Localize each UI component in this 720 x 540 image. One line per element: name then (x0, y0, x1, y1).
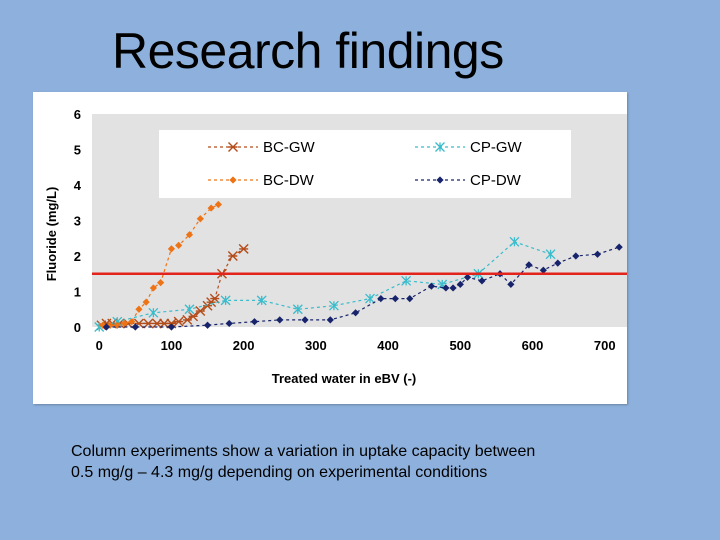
data-point-bc-gw (227, 251, 238, 261)
y-tick-label: 4 (74, 178, 82, 193)
data-point-cp-dw (351, 309, 360, 317)
y-tick-label: 0 (74, 320, 81, 335)
y-axis-label: Fluoride (mg/L) (44, 187, 59, 282)
data-point-cp-dw (593, 250, 602, 258)
slide-title: Research findings (112, 23, 504, 79)
data-point-bc-dw (128, 318, 136, 326)
x-axis-label: Treated water in eBV (-) (272, 371, 416, 386)
data-point-cp-dw (102, 323, 111, 331)
x-tick-label: 500 (449, 338, 471, 353)
axes: 0 1 2 3 4 5 6 0 100 200 300 400 500 600 700 (74, 107, 616, 353)
legend-item-bc-dw: BC-DW (208, 172, 315, 189)
data-point-cp-gw (148, 307, 159, 318)
data-point-cp-gw (220, 295, 231, 306)
data-point-bc-dw (99, 321, 107, 329)
data-point-bc-gw (173, 316, 184, 327)
legend-item-bc-gw: BC-GW (208, 139, 316, 156)
data-point-cp-gw (184, 304, 195, 315)
legend-box (159, 130, 571, 198)
x-tick-label: 200 (233, 338, 255, 353)
x-tick-label: 100 (161, 338, 183, 353)
legend-marker-bc-gw (228, 142, 238, 152)
data-point-cp-gw (292, 304, 303, 315)
legend-item-cp-gw: CP-GW (415, 139, 523, 156)
data-point-bc-dw (196, 215, 204, 223)
data-point-bc-dw (157, 279, 165, 287)
data-point-cp-gw (401, 275, 412, 286)
caption-line-2: 0.5 mg/g – 4.3 mg/g depending on experim… (71, 464, 488, 481)
legend-label-cp-dw: CP-DW (470, 172, 522, 189)
x-tick-label: 300 (305, 338, 327, 353)
y-tick-label: 5 (74, 143, 81, 158)
data-point-cp-dw (463, 273, 472, 281)
legend-marker-shape (229, 176, 237, 184)
data-point-cp-dw (442, 284, 450, 292)
data-point-cp-dw (539, 266, 547, 274)
series-line-cp-gw (99, 241, 551, 328)
x-tick-label: 600 (522, 338, 544, 353)
legend-marker-shape (435, 142, 445, 152)
caption: Column experiments show a variation in u… (71, 441, 671, 483)
y-tick-label: 1 (74, 285, 81, 300)
data-point-cp-gw (545, 249, 556, 260)
data-point-bc-dw (142, 298, 150, 306)
legend-item-cp-dw: CP-DW (415, 172, 522, 189)
legend-label-bc-gw: BC-GW (263, 139, 316, 156)
data-point-bc-dw (207, 204, 215, 212)
data-point-cp-dw (615, 243, 623, 251)
data-point-bc-dw (135, 305, 143, 313)
legend-marker-bc-dw (229, 176, 237, 184)
series-line-bc-dw (102, 203, 219, 326)
data-point-cp-dw (225, 319, 233, 328)
y-tick-label: 3 (74, 214, 81, 229)
data-point-bc-dw (149, 284, 157, 292)
legend-marker-cp-dw (436, 176, 444, 184)
legend-marker-cp-gw (435, 142, 445, 152)
fluoride-chart: BC-GW CP-GW BC-DW CP-DW 0 1 2 3 4 5 6 0 100 200 30… (44, 107, 627, 386)
data-point-bc-dw (175, 241, 183, 249)
data-point-bc-dw (120, 319, 129, 328)
y-tick-label: 6 (74, 107, 81, 122)
x-tick-label: 400 (377, 338, 399, 353)
chart-frame: BC-GW CP-GW BC-DW CP-DW 0 1 2 3 4 5 6 0 100 200 30… (33, 92, 627, 404)
data-point-bc-gw (195, 306, 206, 317)
data-point-cp-dw (167, 323, 176, 331)
data-point-cp-dw (427, 282, 436, 290)
data-point-bc-gw (209, 293, 220, 304)
legend-label-cp-gw: CP-GW (470, 139, 523, 156)
data-point-cp-dw (525, 261, 533, 269)
legend-marker-shape (228, 142, 238, 152)
data-point-cp-gw (365, 293, 375, 304)
data-point-bc-gw (238, 243, 249, 254)
data-point-cp-dw (131, 323, 139, 331)
data-point-cp-dw (572, 252, 580, 260)
legend-label-bc-dw: BC-DW (263, 172, 315, 189)
data-point-cp-gw (509, 236, 520, 247)
data-point-cp-dw (449, 284, 457, 292)
y-tick-label: 2 (74, 249, 81, 264)
legend-marker-shape (436, 176, 444, 184)
data-point-bc-dw (185, 231, 194, 239)
data-point-bc-dw (167, 245, 176, 253)
data-point-cp-gw (328, 300, 339, 311)
x-tick-label: 0 (96, 338, 103, 353)
x-tick-label: 700 (594, 338, 616, 353)
data-point-cp-gw (256, 295, 267, 306)
data-point-bc-dw (214, 200, 222, 209)
data-point-cp-dw (406, 295, 414, 303)
caption-line-1: Column experiments show a variation in u… (71, 443, 536, 460)
